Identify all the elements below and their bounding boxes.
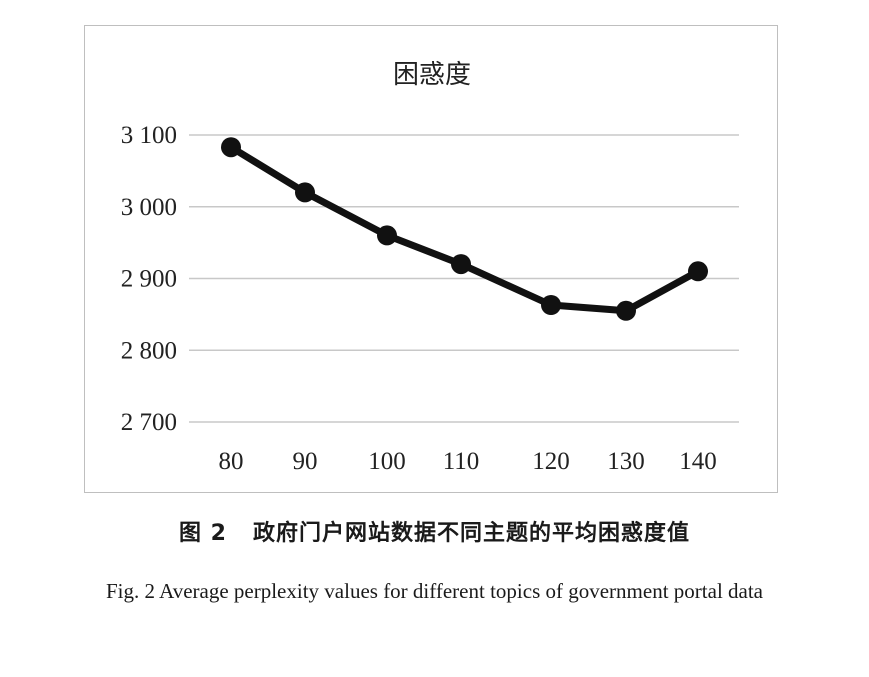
- data-point: [451, 254, 471, 275]
- series-line: [227, 143, 702, 315]
- chart-frame: 困惑度 2 700 2 800 2 900 3 000 3 100 80 90 100 110 12…: [84, 25, 778, 493]
- figure-caption-zh: 图 2 政府门户网站数据不同主题的平均困惑度值: [0, 515, 869, 547]
- y-tick-label: 2 800: [121, 337, 177, 364]
- figure-caption-en: Fig. 2 Average perplexity values for dif…: [105, 579, 764, 603]
- x-tick-label: 130: [607, 448, 645, 475]
- y-tick-label: 2 900: [121, 266, 177, 293]
- y-tick-label: 3 000: [121, 194, 177, 221]
- line-chart: 困惑度 2 700 2 800 2 900 3 000 3 100 80 90 100 110 12…: [121, 60, 739, 475]
- data-point: [541, 295, 561, 315]
- data-point: [688, 261, 708, 282]
- figure-number-zh: 图 2: [179, 521, 227, 546]
- chart-title: 困惑度: [393, 60, 471, 90]
- y-tick-label: 3 100: [121, 122, 177, 149]
- x-tick-label: 140: [679, 448, 717, 475]
- y-tick-label: 2 700: [121, 409, 177, 436]
- figure-title-zh: 政府门户网站数据不同主题的平均困惑度值: [252, 521, 690, 546]
- data-point: [221, 137, 241, 158]
- x-tick-label: 100: [368, 448, 406, 475]
- data-point: [295, 182, 315, 203]
- x-tick-label: 80: [219, 448, 244, 475]
- x-tick-label: 90: [293, 448, 318, 475]
- x-tick-label: 120: [532, 448, 570, 475]
- data-point: [616, 300, 636, 321]
- x-tick-label: 110: [443, 448, 480, 475]
- data-point: [377, 225, 397, 246]
